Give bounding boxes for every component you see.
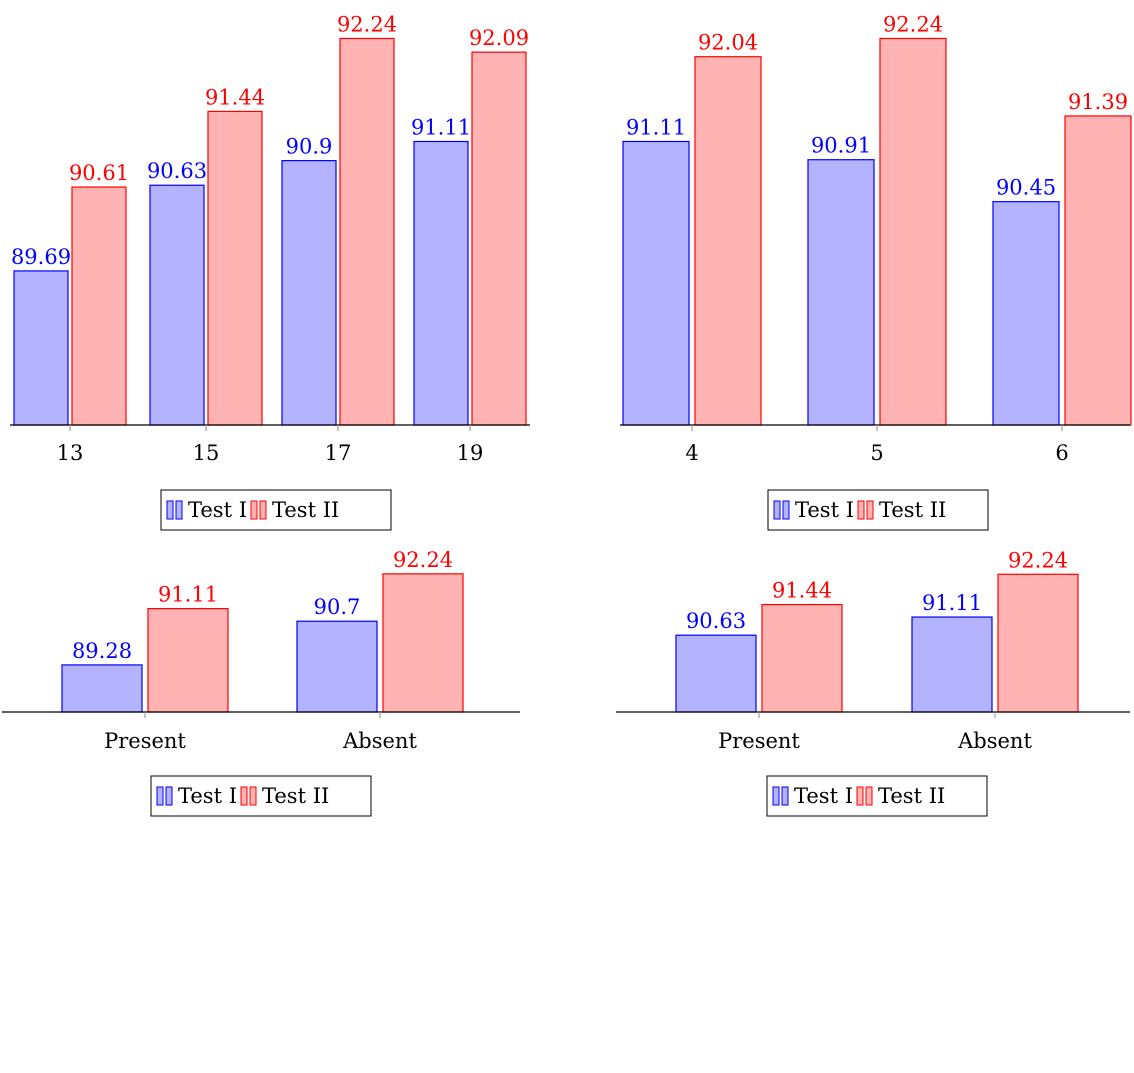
bar-panel4-Present-series1	[675, 634, 757, 713]
legend-swatch-series2	[249, 786, 257, 806]
data-label: 89.69	[11, 245, 71, 269]
x-tick-label: Absent	[342, 729, 417, 753]
chart-panel-1: 89.69 90.61 90.63 91.44 90.9 92.24 91.11 92.09 1…	[10, 12, 530, 531]
data-label: 90.9	[286, 135, 333, 159]
legend-swatch-series2	[857, 500, 865, 520]
data-label: 91.11	[158, 583, 218, 607]
data-label: 92.24	[883, 12, 943, 36]
legend-label-series2: Test II	[272, 498, 339, 522]
legend-swatch-series1	[166, 500, 174, 520]
bar-panel3-Absent-series2	[382, 573, 464, 713]
data-label: 91.11	[411, 115, 471, 139]
legend-box	[160, 489, 392, 531]
legend-swatch-series1	[175, 500, 183, 520]
bar-panel3-Absent-series1	[296, 620, 378, 713]
legend: Test I Test II	[767, 489, 989, 531]
x-tick-label: 17	[325, 441, 352, 465]
bar-panel1-17-series1	[281, 160, 337, 426]
data-label: 90.61	[69, 161, 129, 185]
data-label: 91.39	[1068, 90, 1128, 114]
bar-panel1-19-series2	[471, 51, 527, 426]
legend-box	[150, 775, 372, 817]
data-label: 90.7	[314, 595, 361, 619]
data-label: 90.45	[996, 176, 1056, 200]
legend-label-series2: Test II	[879, 498, 946, 522]
legend: Test I Test II	[150, 775, 372, 817]
data-label: 92.09	[469, 26, 529, 50]
legend: Test I Test II	[766, 775, 988, 817]
data-label: 90.63	[686, 609, 746, 633]
legend-label-series2: Test II	[262, 784, 329, 808]
legend-swatch-series2	[866, 500, 874, 520]
data-label: 91.44	[772, 579, 832, 603]
bar-panel2-4-series1	[622, 140, 690, 426]
bar-panel2-6-series1	[992, 201, 1060, 426]
legend-swatch-series1	[781, 786, 789, 806]
legend-label-series1: Test I	[188, 498, 247, 522]
data-label: 90.91	[811, 134, 871, 158]
legend-swatch-series1	[782, 500, 790, 520]
legend-swatch-series1	[165, 786, 173, 806]
legend: Test I Test II	[160, 489, 392, 531]
bar-panel4-Absent-series2	[997, 573, 1079, 713]
data-label: 91.44	[205, 85, 265, 109]
data-label: 90.63	[147, 159, 207, 183]
bar-panel1-19-series1	[413, 140, 469, 426]
data-label: 91.11	[626, 115, 686, 139]
legend-label-series1: Test I	[795, 498, 854, 522]
legend-swatch-series2	[865, 786, 873, 806]
bar-panel1-15-series2	[207, 110, 263, 426]
data-label: 92.24	[1008, 548, 1068, 572]
bar-panel4-Present-series2	[761, 603, 843, 713]
x-tick-label: 19	[457, 441, 484, 465]
bar-panel4-Absent-series1	[911, 616, 993, 713]
data-label: 89.28	[72, 639, 132, 663]
legend-label-series1: Test I	[794, 784, 853, 808]
bar-panel2-5-series2	[879, 37, 947, 426]
bar-panel1-13-series1	[13, 270, 69, 426]
bar-panel2-5-series1	[807, 159, 875, 426]
bar-panel3-Present-series1	[61, 664, 143, 713]
bar-panel1-15-series1	[149, 184, 205, 426]
bar-panel1-17-series2	[339, 37, 395, 426]
legend-box	[766, 775, 988, 817]
x-tick-label: 15	[193, 441, 220, 465]
data-label: 92.24	[337, 12, 397, 36]
data-label: 92.04	[698, 31, 758, 55]
x-tick-label: 5	[870, 441, 883, 465]
bar-panel2-6-series2	[1064, 115, 1132, 426]
legend-swatch-series2	[250, 500, 258, 520]
legend-swatch-series2	[240, 786, 248, 806]
x-tick-label: 13	[57, 441, 84, 465]
x-tick-label: 6	[1055, 441, 1068, 465]
data-label: 92.24	[393, 548, 453, 572]
bar-panel3-Present-series2	[147, 608, 229, 713]
bar-panel1-13-series2	[71, 186, 127, 426]
legend-swatch-series2	[259, 500, 267, 520]
legend-label-series1: Test I	[178, 784, 237, 808]
bar-panel2-4-series2	[694, 56, 762, 426]
data-label: 91.11	[922, 591, 982, 615]
x-tick-label: Present	[718, 729, 800, 753]
legend-label-series2: Test II	[878, 784, 945, 808]
legend-swatch-series1	[772, 786, 780, 806]
legend-box	[767, 489, 989, 531]
legend-swatch-series1	[773, 500, 781, 520]
legend-swatch-series2	[856, 786, 864, 806]
legend-swatch-series1	[156, 786, 164, 806]
x-tick-label: 4	[685, 441, 698, 465]
x-tick-label: Present	[104, 729, 186, 753]
x-tick-label: Absent	[957, 729, 1032, 753]
